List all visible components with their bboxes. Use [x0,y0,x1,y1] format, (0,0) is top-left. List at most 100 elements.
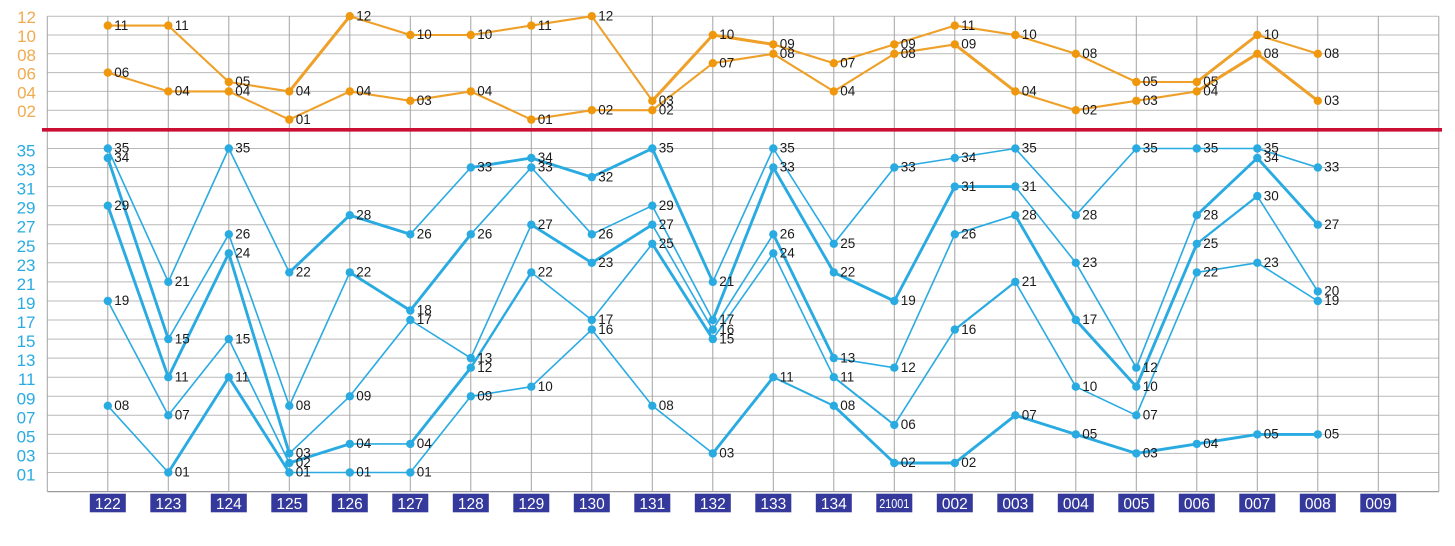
svg-text:22: 22 [538,265,553,280]
svg-text:04: 04 [175,84,191,99]
svg-text:35: 35 [235,141,250,156]
svg-text:24: 24 [780,246,796,261]
svg-text:33: 33 [538,160,553,175]
svg-text:31: 31 [961,179,976,194]
svg-text:22: 22 [1203,265,1218,280]
svg-text:134: 134 [821,496,847,513]
svg-text:17: 17 [417,312,432,327]
svg-text:03: 03 [17,446,36,465]
svg-text:11: 11 [840,369,854,384]
svg-text:21001: 21001 [879,496,909,511]
svg-text:133: 133 [760,496,786,513]
svg-text:11: 11 [18,370,36,389]
svg-text:17: 17 [598,312,613,327]
svg-text:13: 13 [17,351,36,370]
svg-text:35: 35 [659,141,674,156]
svg-text:23: 23 [17,256,36,275]
svg-text:01: 01 [296,465,311,480]
svg-text:06: 06 [17,65,36,84]
svg-text:02: 02 [1082,102,1097,117]
svg-text:26: 26 [598,227,613,242]
svg-text:33: 33 [780,160,795,175]
svg-text:35: 35 [1203,141,1218,156]
svg-text:19: 19 [1324,293,1339,308]
svg-text:01: 01 [538,112,553,127]
svg-text:06: 06 [901,417,916,432]
svg-text:01: 01 [296,112,311,127]
svg-text:132: 132 [700,496,726,513]
svg-text:12: 12 [1143,360,1158,375]
svg-text:04: 04 [840,84,856,99]
svg-text:04: 04 [417,436,433,451]
svg-text:19: 19 [901,293,916,308]
svg-text:17: 17 [1082,312,1097,327]
svg-text:05: 05 [1143,74,1158,89]
svg-text:07: 07 [175,408,190,423]
svg-text:15: 15 [235,331,250,346]
svg-text:28: 28 [1022,207,1037,222]
svg-text:08: 08 [901,46,916,61]
svg-text:10: 10 [1264,27,1279,42]
svg-text:25: 25 [1203,236,1218,251]
svg-text:129: 129 [518,496,544,513]
svg-text:131: 131 [639,496,665,513]
svg-text:04: 04 [356,436,372,451]
svg-text:004: 004 [1063,496,1089,513]
svg-text:04: 04 [17,83,36,102]
svg-text:29: 29 [114,198,129,213]
svg-text:35: 35 [114,141,129,156]
svg-text:02: 02 [659,102,674,117]
svg-text:01: 01 [417,465,432,480]
svg-text:34: 34 [538,150,554,165]
svg-text:28: 28 [1082,207,1097,222]
svg-text:35: 35 [1022,141,1037,156]
svg-text:11: 11 [235,369,249,384]
svg-text:02: 02 [296,455,311,470]
svg-text:128: 128 [458,496,484,513]
svg-text:126: 126 [337,496,363,513]
svg-text:10: 10 [477,27,492,42]
svg-text:28: 28 [1203,207,1218,222]
svg-text:09: 09 [780,37,795,52]
svg-text:33: 33 [1324,160,1339,175]
svg-text:25: 25 [659,236,674,251]
svg-text:03: 03 [1143,446,1158,461]
svg-text:15: 15 [719,331,734,346]
svg-text:11: 11 [114,18,128,33]
svg-text:17: 17 [719,312,734,327]
svg-text:009: 009 [1365,496,1391,513]
svg-text:02: 02 [901,455,916,470]
svg-text:22: 22 [296,265,311,280]
svg-text:03: 03 [417,93,432,108]
svg-text:05: 05 [17,427,36,446]
svg-text:16: 16 [719,322,734,337]
svg-text:17: 17 [17,313,36,332]
svg-text:31: 31 [17,180,36,199]
svg-text:33: 33 [901,160,916,175]
svg-text:10: 10 [1082,379,1097,394]
svg-text:122: 122 [95,496,121,513]
svg-text:10: 10 [17,27,36,46]
svg-text:07: 07 [1143,408,1158,423]
svg-text:125: 125 [276,496,302,513]
svg-text:19: 19 [17,294,36,313]
svg-text:08: 08 [780,46,795,61]
svg-text:20: 20 [1324,284,1339,299]
svg-text:05: 05 [1203,74,1218,89]
svg-text:15: 15 [175,331,190,346]
svg-text:09: 09 [477,389,492,404]
svg-text:04: 04 [1022,84,1038,99]
svg-text:02: 02 [961,455,976,470]
svg-text:127: 127 [397,496,423,513]
svg-text:04: 04 [477,84,493,99]
svg-text:06: 06 [114,65,129,80]
svg-text:11: 11 [175,18,189,33]
svg-text:07: 07 [1022,408,1037,423]
svg-text:07: 07 [840,55,855,70]
svg-text:04: 04 [1203,436,1219,451]
svg-text:123: 123 [155,496,181,513]
svg-text:29: 29 [659,198,674,213]
svg-text:23: 23 [1082,255,1097,270]
svg-text:28: 28 [356,207,371,222]
svg-text:04: 04 [1203,84,1219,99]
